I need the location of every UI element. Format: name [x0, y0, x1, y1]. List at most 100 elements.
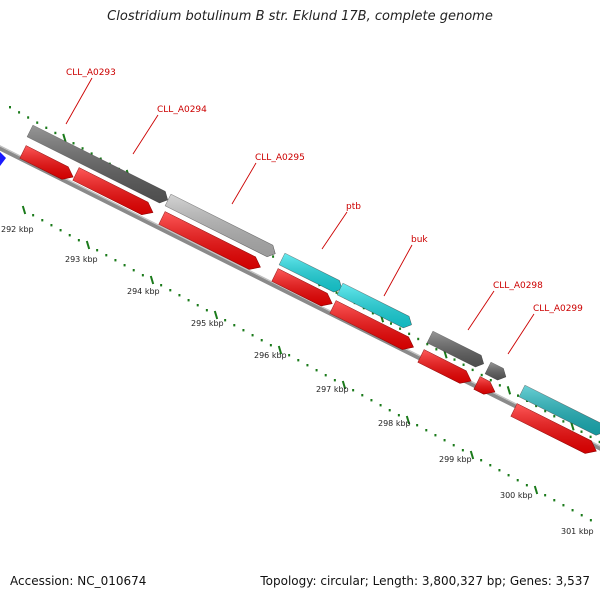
gene-bar-shade	[165, 194, 276, 257]
gene-bar-shade	[337, 283, 412, 328]
minor-tick	[32, 214, 35, 217]
minor-tick	[41, 219, 44, 222]
cds-arrow-shade	[158, 211, 261, 270]
major-tick	[21, 205, 27, 215]
minor-tick	[379, 404, 382, 407]
gene-label: CLL_A0295	[255, 153, 305, 163]
minor-tick	[544, 409, 547, 413]
minor-tick	[81, 147, 84, 150]
label-leader-line	[231, 162, 257, 205]
minor-tick	[324, 374, 327, 377]
inner-tick-ring	[21, 205, 592, 522]
gene-track	[26, 124, 600, 436]
minor-tick	[388, 409, 391, 412]
minor-tick	[169, 289, 172, 292]
minor-tick	[417, 337, 420, 341]
label-leader-line	[321, 211, 348, 250]
minor-tick	[114, 259, 117, 262]
minor-tick	[544, 494, 547, 497]
gene-label: CLL_A0294	[157, 105, 207, 115]
label-leader-line	[383, 244, 413, 297]
minor-tick	[480, 373, 483, 377]
label-leader-line	[507, 313, 535, 355]
minor-tick	[390, 322, 392, 325]
major-tick	[341, 380, 347, 390]
scale-label: 298 kbp	[378, 419, 411, 428]
minor-tick	[315, 369, 318, 372]
minor-tick	[416, 424, 419, 427]
minor-tick	[517, 394, 519, 397]
scale-label: 295 kbp	[191, 319, 224, 328]
minor-tick	[516, 479, 519, 482]
minor-tick	[525, 484, 528, 487]
minor-tick	[443, 439, 446, 442]
scale-label: 293 kbp	[65, 255, 98, 264]
minor-tick	[297, 359, 300, 362]
gene-bar-shade	[519, 385, 600, 436]
major-tick	[85, 240, 91, 250]
minor-tick	[36, 121, 39, 124]
backbone-highlight	[0, 145, 600, 447]
minor-tick	[272, 255, 275, 258]
minor-tick	[306, 364, 309, 367]
minor-tick	[370, 399, 373, 402]
minor-tick	[452, 444, 455, 447]
gene-label: ptb	[346, 202, 361, 212]
minor-tick	[99, 157, 102, 160]
minor-tick	[105, 254, 108, 257]
cds-arrow-shade	[19, 145, 74, 180]
minor-tick	[77, 239, 80, 242]
minor-tick	[333, 379, 336, 382]
minor-tick	[453, 358, 456, 361]
minor-tick	[123, 264, 126, 267]
minor-tick	[251, 334, 254, 337]
minor-tick	[371, 312, 374, 315]
minor-tick	[435, 348, 438, 351]
minor-tick	[335, 291, 338, 294]
gene-bar-shade	[485, 362, 506, 381]
minor-tick	[489, 464, 492, 467]
major-tick	[469, 450, 475, 460]
minor-tick	[178, 294, 181, 297]
minor-tick	[571, 509, 574, 512]
gene-bar-shade	[27, 125, 168, 203]
origin-marker	[0, 152, 6, 166]
minor-tick	[562, 420, 565, 423]
gene-label: CLL_A0298	[493, 281, 543, 291]
minor-tick	[562, 504, 565, 507]
cds-arrow-shade	[271, 268, 333, 306]
major-tick	[149, 275, 155, 285]
minor-tick	[59, 229, 62, 232]
minor-tick	[205, 309, 208, 312]
minor-tick	[233, 324, 236, 327]
minor-tick	[288, 354, 291, 357]
minor-tick	[553, 415, 556, 418]
minor-tick	[580, 430, 583, 433]
minor-tick	[160, 284, 163, 287]
minor-tick	[462, 363, 465, 366]
minor-tick	[187, 299, 190, 302]
major-tick	[533, 485, 539, 495]
minor-tick	[580, 514, 583, 517]
minor-tick	[196, 304, 199, 307]
major-tick	[570, 422, 575, 431]
minor-tick	[434, 434, 437, 437]
label-leader-line	[132, 114, 159, 155]
minor-tick	[361, 394, 364, 397]
gene-label: CLL_A0299	[533, 304, 583, 314]
minor-tick	[535, 404, 538, 408]
minor-tick	[397, 414, 400, 417]
scale-label: 297 kbp	[316, 385, 349, 394]
cds-arrow-shade	[329, 300, 414, 350]
minor-tick	[408, 332, 411, 336]
backbone-line	[0, 145, 600, 451]
cds-track	[19, 145, 597, 454]
scale-label: 292 kbp	[1, 225, 34, 234]
cds-arrow-shade	[510, 403, 597, 454]
gene-label: CLL_A0293	[66, 68, 116, 78]
minor-tick	[589, 519, 592, 522]
minor-tick	[27, 116, 30, 119]
genome-backbone	[0, 145, 600, 451]
